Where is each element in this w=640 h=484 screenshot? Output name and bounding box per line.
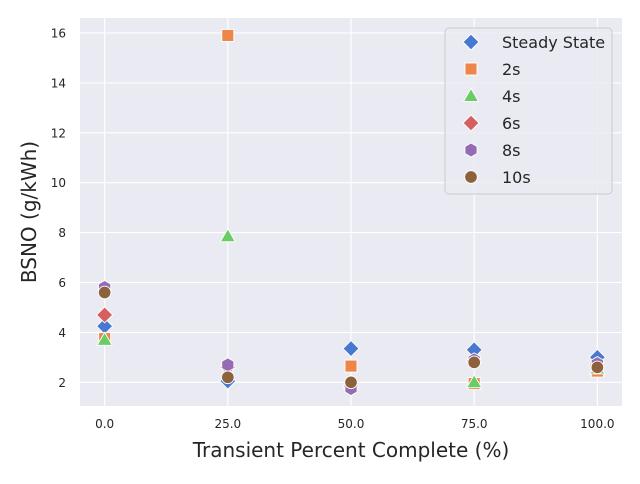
legend-box [444,27,613,195]
legend: Steady State 2s 4s 6s 8s 10s [444,27,613,195]
y-tick-label: 8 [58,226,66,240]
data-points [95,29,607,397]
legend-marker [462,33,480,51]
y-axis-label: BSNO (g/kWh) [17,141,41,283]
legend-marker [462,87,480,102]
data-point [344,375,358,390]
legend-marker [464,62,478,76]
y-tick-label: 6 [58,276,66,290]
data-point [221,357,235,373]
legend-label: 10s [502,168,531,187]
data-point [95,306,114,324]
data-point [465,373,483,389]
y-tick-label: 4 [58,326,66,340]
data-point [219,227,237,243]
data-point [221,370,235,385]
legend-label: 4s [502,87,521,106]
data-point [221,29,235,42]
legend-marker [464,170,478,184]
series-10s [97,285,605,390]
x-tick-label: 25.0 [214,417,241,431]
legend-label: 8s [502,141,521,160]
legend-label: 6s [502,114,521,133]
x-axis-label: Transient Percent Complete (%) [192,438,510,462]
legend-label: Steady State [502,33,605,52]
data-point [342,339,360,358]
x-tick-label: 0.0 [95,417,114,431]
y-tick-label: 16 [51,26,66,40]
legend-label: 2s [502,60,521,79]
data-point [344,359,358,373]
y-tick-labels: 2 4 6 8 10 12 14 16 [51,26,66,389]
data-point [590,360,605,375]
data-point [97,285,112,300]
legend-marker [462,114,480,132]
x-tick-label: 50.0 [338,417,365,431]
y-tick-label: 12 [51,126,66,140]
y-tick-label: 10 [51,176,66,190]
data-point [96,331,113,346]
legend-marker [464,142,478,158]
y-tick-label: 14 [51,76,66,90]
x-tick-label: 75.0 [461,417,488,431]
y-tick-label: 2 [58,376,66,390]
x-tick-labels: 0.0 25.0 50.0 75.0 100.0 [95,417,614,431]
x-tick-label: 100.0 [580,417,614,431]
data-point [467,355,481,370]
